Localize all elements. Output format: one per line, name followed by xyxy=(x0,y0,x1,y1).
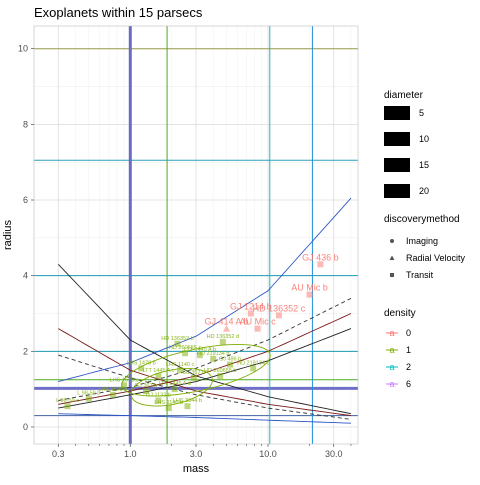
legend-density-glyph: a xyxy=(389,362,394,372)
y-tick-label: 10 xyxy=(18,44,28,54)
y-tick-label: 0 xyxy=(23,422,28,432)
legend-diameter-key xyxy=(384,184,410,198)
y-tick-label: 4 xyxy=(23,271,28,281)
x-tick-label: 1.0 xyxy=(124,449,137,459)
x-tick-label: 3.0 xyxy=(190,449,203,459)
legend-diameter-key xyxy=(384,106,410,120)
legend-discoverymethod-title: discoverymethod xyxy=(384,214,460,225)
legend-method-label: Imaging xyxy=(406,236,438,246)
x-axis-title: mass xyxy=(183,463,210,475)
legend-diameter-key xyxy=(384,158,410,172)
legend-density-label: 2 xyxy=(406,362,411,372)
data-point-label: HD 136352 b xyxy=(161,336,193,342)
legend-imaging-key xyxy=(390,239,394,243)
legend-diameter-label: 15 xyxy=(419,160,429,170)
data-point-label: HD 219134 c xyxy=(237,360,269,366)
plot-area: GJ 436 b AU Mic b HD 136352 cGJ 1214 b AU M… xyxy=(18,26,358,459)
x-tick-label: 10.0 xyxy=(259,449,277,459)
legend-density-glyph: a xyxy=(389,345,394,355)
x-tick-label: 30.0 xyxy=(325,449,343,459)
legend-diameter-title: diameter xyxy=(384,90,424,101)
legend-density-glyph: a xyxy=(389,328,394,338)
y-tick-label: 6 xyxy=(23,195,28,205)
legend-diameter-label: 20 xyxy=(419,186,429,196)
data-point-label: GJ 436 b xyxy=(302,252,339,262)
data-point-label: GJ 367 b xyxy=(135,383,157,389)
legend-density-label: 1 xyxy=(406,345,411,355)
data-point-label: AU Mic b xyxy=(291,283,328,293)
y-axis-title: radius xyxy=(2,220,14,250)
legend-density-label: 0 xyxy=(406,328,411,338)
chart-title: Exoplanets within 15 parsecs xyxy=(34,5,203,20)
data-point-label: HD 136352 d xyxy=(207,334,239,340)
data-point-label: GJ 1132 b xyxy=(146,392,171,398)
data-point-label: HD 260655 b xyxy=(204,368,236,374)
legend-density-label: 6 xyxy=(406,379,411,389)
data-point-label: GJ 357 b xyxy=(183,370,205,376)
legend-diameter-label: 5 xyxy=(419,108,424,118)
legend-density-title: density xyxy=(384,308,416,319)
data-point-label: LHS 1478 b xyxy=(127,360,156,366)
data-point-label: LHS 1678 b xyxy=(99,387,128,393)
legend-method-label: Radial Velocity xyxy=(406,253,466,263)
data-point-label: LHS 1140 c xyxy=(166,362,195,368)
y-tick-label: 8 xyxy=(23,119,28,129)
legend-method-label: Transit xyxy=(406,270,434,280)
data-point-label: LTT 1445 A c xyxy=(142,368,174,374)
legend-diameter-label: 10 xyxy=(419,134,429,144)
data-point-label: L 98-59 b xyxy=(77,391,100,397)
data-point-label: L 98-59 c xyxy=(56,398,79,404)
y-tick-label: 2 xyxy=(23,346,28,356)
data-point-label: LHS 1140 b xyxy=(154,400,183,406)
data-point-label: GJ 414 A b xyxy=(205,317,249,327)
data-point-label: LTT 1445 A d xyxy=(159,381,191,387)
legend-diameter-key xyxy=(384,132,410,146)
x-tick-label: 0.3 xyxy=(52,449,65,459)
legend-transit-key xyxy=(390,273,394,277)
data-point-label: GJ 1214 b xyxy=(230,301,272,311)
legend-density-glyph: a xyxy=(389,379,394,389)
